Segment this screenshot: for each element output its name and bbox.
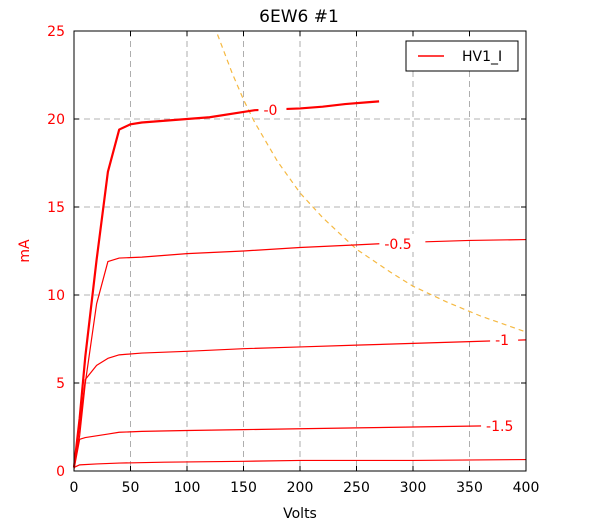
x-tick-label: 300 <box>400 480 427 496</box>
series-line <box>73 424 527 470</box>
x-tick-label: 50 <box>122 480 140 496</box>
power-limit-line <box>216 34 527 333</box>
curve-labels: -0 -0.5 -1 -1.5 <box>258 100 528 435</box>
series-line <box>72 100 380 468</box>
y-axis-label: mA <box>17 239 33 263</box>
x-axis-label: Volts <box>283 506 317 522</box>
power-limit-curve <box>216 34 527 333</box>
curve-label-bg <box>379 233 426 252</box>
curve-label-bg <box>481 416 528 435</box>
y-tick-label: 20 <box>47 112 65 128</box>
curve-label: -1.5 <box>486 419 513 435</box>
legend-entry: HV1_I <box>462 49 502 65</box>
x-tick-label: 400 <box>513 480 540 496</box>
curve-label: -0 <box>263 103 277 119</box>
y-tick-label: 10 <box>47 288 65 304</box>
x-tick-label: 150 <box>230 480 257 496</box>
series-line <box>73 458 527 469</box>
x-tick-label: 0 <box>70 480 79 496</box>
curve-label-bg <box>490 329 519 348</box>
y-tick-label: 5 <box>56 376 65 392</box>
series-line <box>73 339 527 468</box>
curve-label: -0.5 <box>384 237 411 253</box>
legend: HV1_I <box>405 40 519 72</box>
curve-label-bg <box>258 100 287 119</box>
y-tick-label: 25 <box>47 24 65 40</box>
x-tick-label: 350 <box>456 480 483 496</box>
x-tick-label: 100 <box>174 480 201 496</box>
ticks: 0 50 100 150 200 250 300 350 400 0 5 10 15 20 25 <box>47 24 539 496</box>
x-tick-label: 250 <box>343 480 370 496</box>
y-tick-label: 15 <box>47 200 65 216</box>
x-tick-label: 200 <box>287 480 314 496</box>
grid <box>73 30 527 472</box>
y-tick-label: 0 <box>56 464 65 480</box>
chart-title: 6EW6 #1 <box>259 7 339 27</box>
curve-label: -1 <box>495 333 509 349</box>
